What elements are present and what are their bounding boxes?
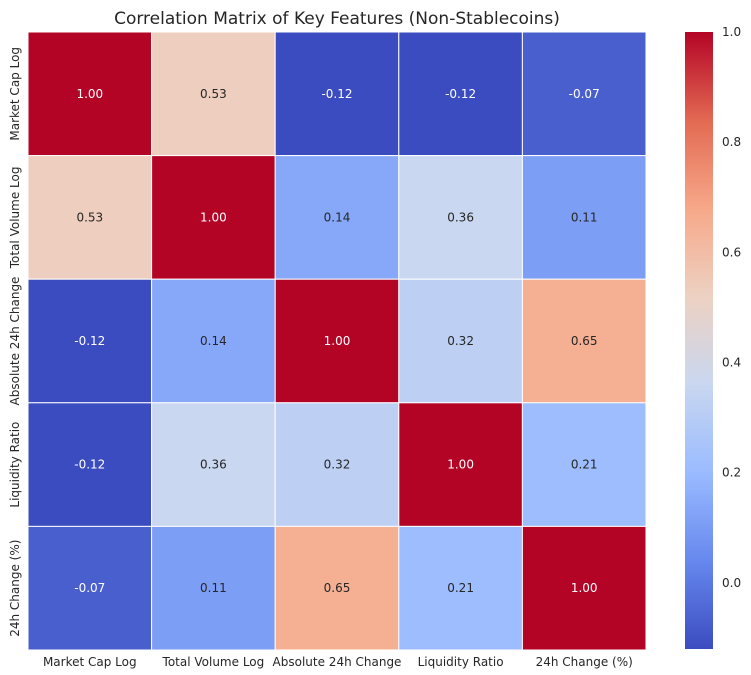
cell-value-label: 1.00 (447, 458, 474, 472)
heatmap-cell (27, 155, 153, 280)
cell-value-label: 0.14 (324, 210, 351, 224)
cell-value-label: 0.11 (200, 581, 227, 595)
x-axis-tick-labels: Market Cap Log Total Volume Log Absolute 2… (43, 655, 633, 669)
cell-value-label: 1.00 (200, 210, 227, 224)
y-tick-label: Liquidity Ratio (8, 422, 22, 508)
heatmap-cell (27, 525, 153, 651)
colorbar-tick-label: 0.8 (722, 135, 741, 149)
cell-value-label: -0.12 (321, 87, 352, 101)
cell-value-label: 0.21 (571, 458, 598, 472)
cell-value-label: 0.65 (571, 334, 598, 348)
heatmap-cell (274, 155, 400, 280)
cell-value-label: 0.21 (447, 581, 474, 595)
heatmap-cell (151, 278, 276, 404)
heatmap-cell (521, 155, 647, 280)
colorbar-tick-label: 0.2 (722, 466, 741, 480)
cell-value-label: 0.36 (447, 210, 474, 224)
colorbar (685, 32, 713, 649)
cell-value-label: 0.11 (571, 210, 598, 224)
x-tick-label: Total Volume Log (162, 655, 265, 669)
cell-value-label: -0.12 (74, 334, 105, 348)
heatmap-cell (521, 278, 647, 404)
heatmap-cell (274, 278, 400, 404)
heatmap-cell (151, 525, 276, 651)
cell-value-label: 0.14 (200, 334, 227, 348)
x-tick-label: 24h Change (%) (536, 655, 633, 669)
cell-value-label: 0.32 (324, 458, 351, 472)
cell-value-label: -0.12 (74, 458, 105, 472)
cell-value-label: 0.32 (447, 334, 474, 348)
heatmap-cell (398, 278, 523, 404)
y-tick-label: Total Volume Log (8, 167, 22, 270)
cell-value-label: 0.36 (200, 458, 227, 472)
heatmap-cell (274, 31, 400, 157)
heatmap-cell (274, 402, 400, 527)
cell-value-label: -0.07 (74, 581, 105, 595)
colorbar-tick-label: 0.0 (722, 576, 741, 590)
x-tick-label: Liquidity Ratio (418, 655, 504, 669)
heatmap-cell (151, 31, 276, 157)
cell-value-label: 1.00 (324, 334, 351, 348)
heatmap-cell (521, 31, 647, 157)
cell-value-label: 0.65 (324, 581, 351, 595)
cell-value-label: 1.00 (571, 581, 598, 595)
heatmap-cell (27, 402, 153, 527)
y-tick-label: 24h Change (%) (8, 540, 22, 637)
cell-value-label: 0.53 (76, 210, 103, 224)
heatmap-cell (398, 31, 523, 157)
heatmap-cell (274, 525, 400, 651)
cell-value-label: 0.53 (200, 87, 227, 101)
heatmap-cell (151, 402, 276, 527)
heatmap-cell (27, 31, 153, 157)
colorbar-ticks: 0.0 0.2 0.4 0.6 0.8 1.0 (722, 25, 741, 590)
heatmap-cells: 1.00 0.53 -0.12 -0.12 -0.07 0.53 1.00 0.14 0.36 0… (27, 31, 647, 651)
x-tick-label: Absolute 24h Change (273, 655, 402, 669)
heatmap-cell (521, 402, 647, 527)
cell-value-label: 1.00 (76, 87, 103, 101)
heatmap-cell (398, 402, 523, 527)
y-tick-label: Absolute 24h Change (8, 277, 22, 406)
colorbar-tick-label: 1.0 (722, 25, 741, 39)
chart-title: Correlation Matrix of Key Features (Non-… (114, 9, 560, 29)
y-axis-tick-labels: Market Cap Log Total Volume Log Absolute 2… (8, 47, 22, 637)
cell-value-label: -0.12 (445, 87, 476, 101)
y-tick-label: Market Cap Log (8, 47, 22, 141)
cell-value-label: -0.07 (569, 87, 600, 101)
heatmap-cell (521, 525, 647, 651)
colorbar-tick-label: 0.6 (722, 245, 741, 259)
x-tick-label: Market Cap Log (43, 655, 137, 669)
colorbar-tick-label: 0.4 (722, 356, 741, 370)
